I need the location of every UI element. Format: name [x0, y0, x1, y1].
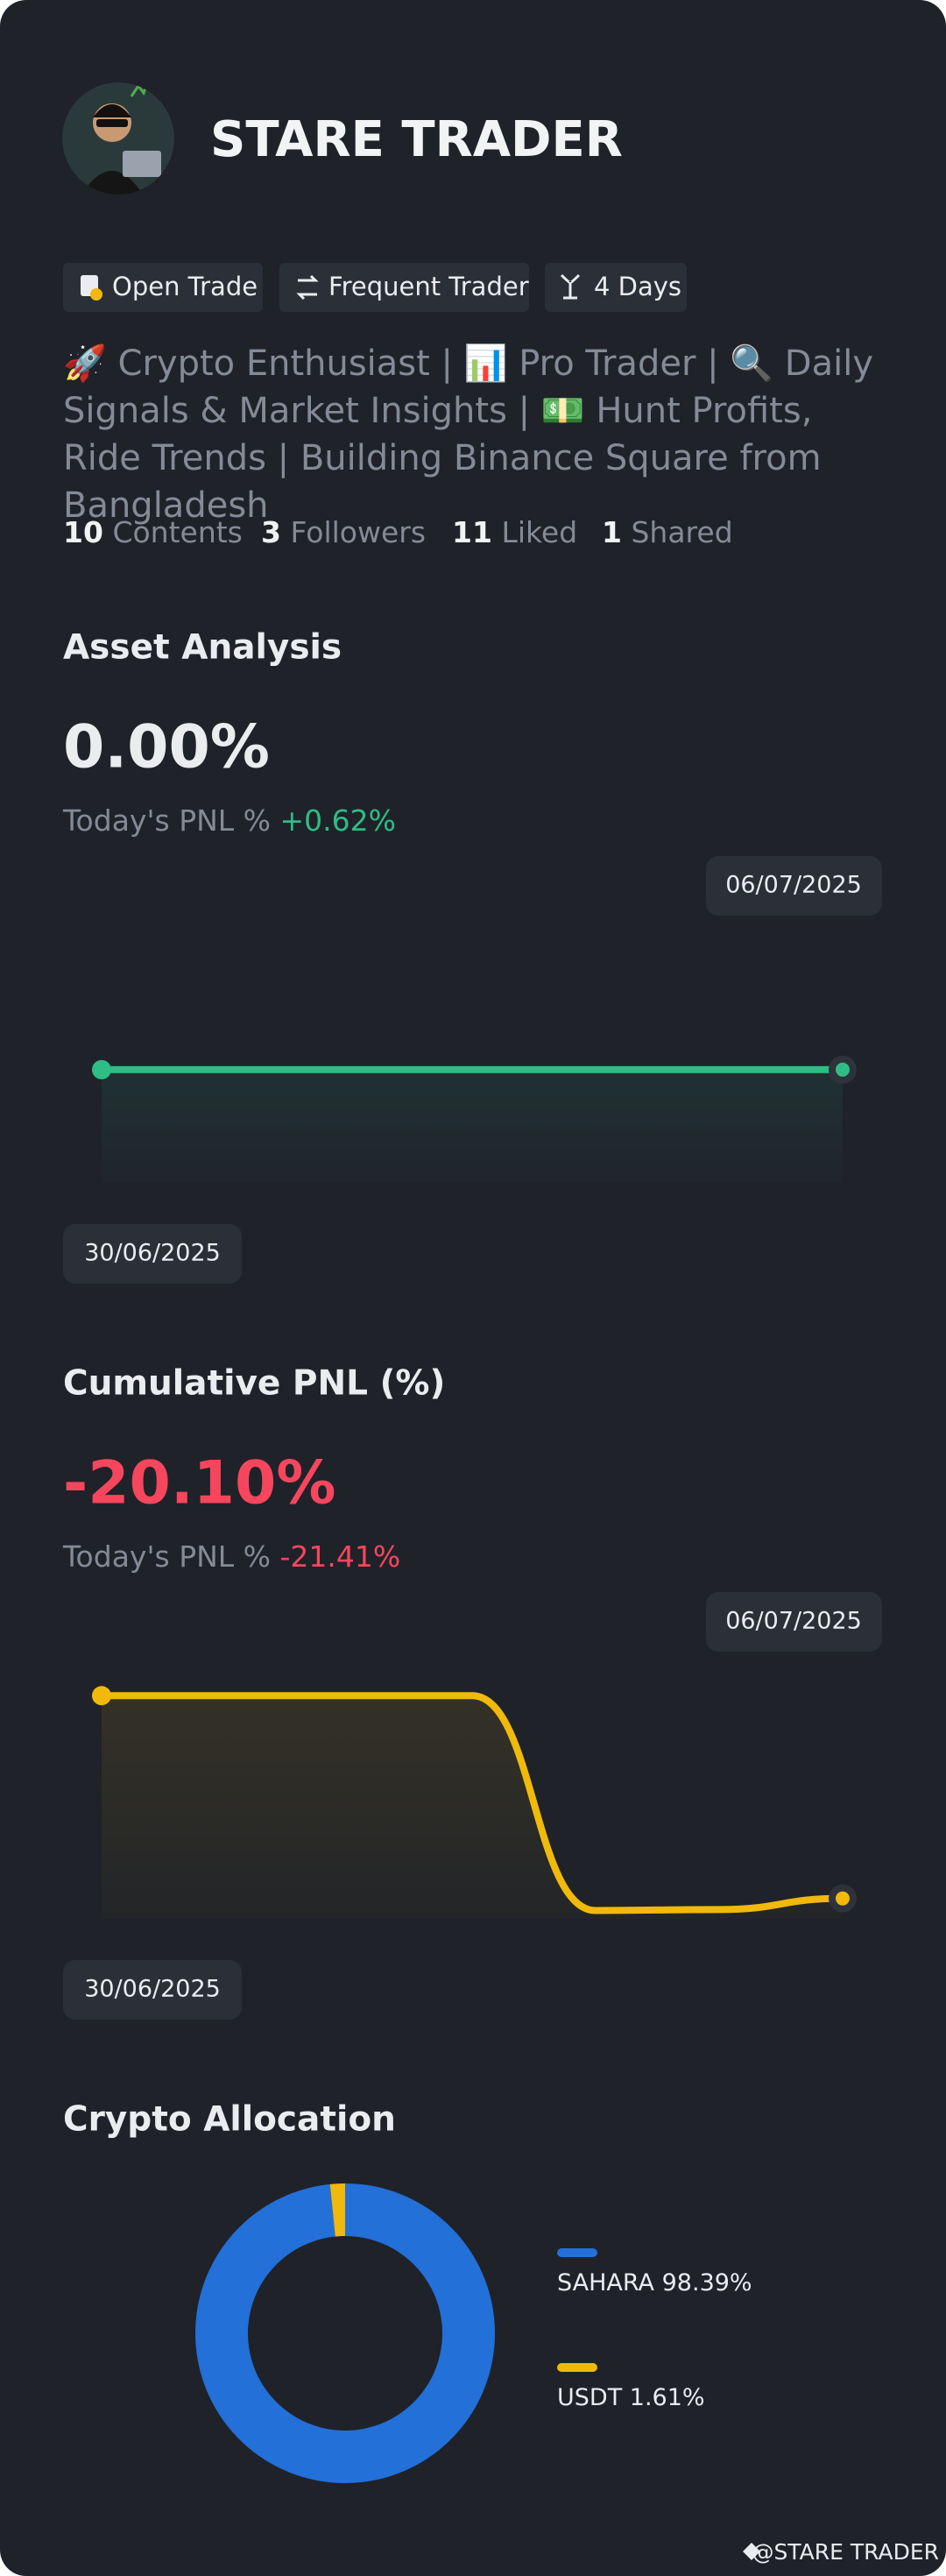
donut-slice [329, 2183, 345, 2237]
donut-slice [195, 2183, 496, 2484]
section-title: Cumulative PNL (%) [63, 1364, 445, 1404]
end-date: 06/07/2025 [725, 1608, 862, 1635]
stat: 3 Followers [261, 515, 426, 549]
legend-label: SAHARA [557, 2269, 655, 2296]
pnl-value: -20.10% [63, 1449, 335, 1518]
date-tag [63, 1960, 242, 2020]
stat-value: 10 [63, 515, 103, 549]
area [102, 1695, 843, 1919]
date-tag [706, 856, 882, 916]
pnl-label-text: Today's PNL % [62, 1539, 271, 1574]
start-dot [92, 1059, 111, 1079]
stat-label: Followers [290, 515, 426, 549]
section-title: Crypto Allocation [63, 2100, 396, 2140]
today-pnl: -21.41% [280, 1539, 401, 1574]
legend-value: 1.61% [630, 2384, 705, 2411]
legend-item: SAHARA 98.39% [557, 2269, 752, 2296]
start-date: 30/06/2025 [84, 1976, 221, 2003]
legend-value: 98.39% [662, 2269, 752, 2296]
profile-name: STARE TRADER [210, 111, 623, 168]
tag: 4 Days [545, 263, 687, 312]
stat: 1 Shared [602, 515, 733, 549]
pnl-label-text: Today's PNL % [62, 803, 271, 838]
tag-label: Open Trade [112, 272, 258, 301]
tag: Open Trade [63, 263, 263, 312]
stat-label: Liked [501, 515, 577, 549]
line [98, 1692, 846, 1914]
footer-handle: @STARE TRADER [752, 2539, 939, 2565]
date-tag [706, 1592, 882, 1652]
pnl-label: Today's PNL % +0.62% [62, 803, 396, 838]
start-date: 30/06/2025 [84, 1240, 221, 1267]
pnl-label: Today's PNL % -21.41% [62, 1539, 400, 1574]
tag: Frequent Trader [279, 263, 529, 312]
stat-label: Shared [631, 515, 732, 549]
bio: 🚀 Crypto Enthusiast | 📊 Pro Trader | 🔍 D… [63, 343, 874, 526]
section-title: Asset Analysis [63, 628, 342, 668]
stat: 10 Contents [63, 515, 243, 549]
area [102, 1069, 843, 1183]
tag-label: 4 Days [594, 272, 681, 301]
stat-value: 1 [602, 515, 622, 549]
legend-swatch [557, 2248, 597, 2257]
stat-label: Contents [112, 515, 242, 549]
tag-label: Frequent Trader [328, 272, 529, 301]
legend-item: USDT 1.61% [557, 2384, 705, 2411]
legend-swatch [557, 2363, 597, 2372]
stat-value: 11 [452, 515, 492, 549]
today-pnl: +0.62% [280, 803, 396, 838]
stat: 11 Liked [452, 515, 577, 549]
legend-label: USDT [557, 2384, 623, 2411]
end-dot-core [836, 1891, 850, 1906]
end-dot-core [836, 1062, 850, 1077]
start-dot [92, 1686, 111, 1706]
footer: @STARE TRADER [743, 2539, 939, 2565]
pnl-value: 0.00% [63, 713, 270, 782]
stat-value: 3 [261, 515, 281, 549]
avatar[interactable] [62, 79, 174, 202]
date-tag [63, 1224, 242, 1284]
end-date: 06/07/2025 [725, 872, 862, 899]
